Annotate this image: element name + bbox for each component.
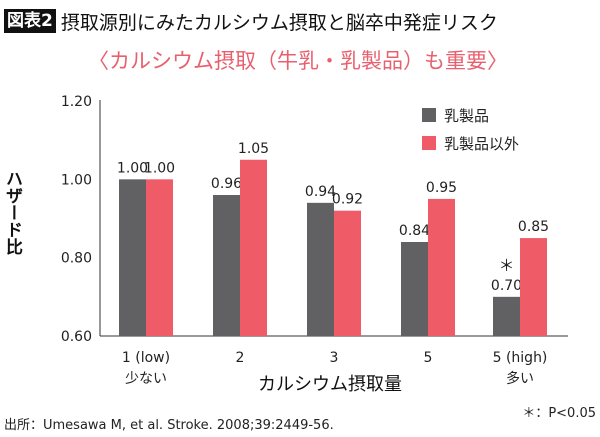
y-axis-label: ハザード比 (2, 170, 23, 256)
bar-dairy (493, 296, 520, 336)
bar-dairy (213, 195, 240, 336)
data-label: 0.96 (211, 176, 242, 192)
data-label: 0.92 (332, 192, 363, 208)
significance-marker: ＊ (498, 256, 514, 275)
chart-title: 摂取源別にみたカルシウム摂取と脳卒中発症リスク (60, 11, 498, 34)
y-tick-label: 0.60 (61, 329, 92, 345)
data-label: 0.84 (399, 223, 430, 239)
data-label: 0.94 (305, 184, 336, 200)
x-tick-sublabel: 少ない (125, 371, 167, 387)
y-tick-label: 0.80 (61, 251, 92, 267)
x-tick-label: 5 (424, 350, 433, 366)
x-tick-label: 5 (high) (493, 350, 548, 366)
bar-non-dairy (520, 238, 547, 336)
bar-non-dairy (146, 179, 173, 336)
bar-non-dairy (334, 210, 361, 336)
legend-label: 乳製品 (444, 107, 489, 125)
chart-subtitle: 〈カルシウム摂取（牛乳・乳製品）も重要〉 (88, 49, 508, 73)
y-tick-label: 1.00 (61, 172, 92, 188)
header: 図表2 摂取源別にみたカルシウム摂取と脳卒中発症リスク (4, 8, 498, 34)
legend-swatch (422, 108, 436, 122)
data-label: 1.00 (117, 160, 148, 176)
x-tick-label: 1 (low) (122, 350, 170, 366)
source-note: 出所：Umesawa M, et al. Stroke. 2008;39:244… (4, 418, 334, 433)
figure-badge: 図表2 (4, 9, 56, 33)
bar-non-dairy (240, 159, 267, 336)
bar-non-dairy (428, 198, 455, 336)
bar-dairy (119, 179, 146, 336)
significance-note: ＊：P<0.05 (522, 406, 596, 421)
x-tick-label: 3 (330, 350, 339, 366)
data-label: 0.85 (518, 219, 549, 235)
data-label: 0.70 (491, 278, 522, 294)
x-tick-label: 2 (236, 350, 245, 366)
data-label: 1.00 (144, 160, 175, 176)
legend-label: 乳製品以外 (444, 135, 519, 153)
data-label: 1.05 (238, 141, 269, 157)
bar-dairy (401, 242, 428, 336)
x-axis-label: カルシウム摂取量 (258, 374, 402, 395)
x-tick-sublabel: 多い (506, 370, 534, 387)
data-label: 0.95 (426, 180, 457, 196)
bar-dairy (307, 202, 334, 336)
legend-swatch (422, 136, 436, 150)
y-tick-label: 1.20 (61, 94, 92, 110)
